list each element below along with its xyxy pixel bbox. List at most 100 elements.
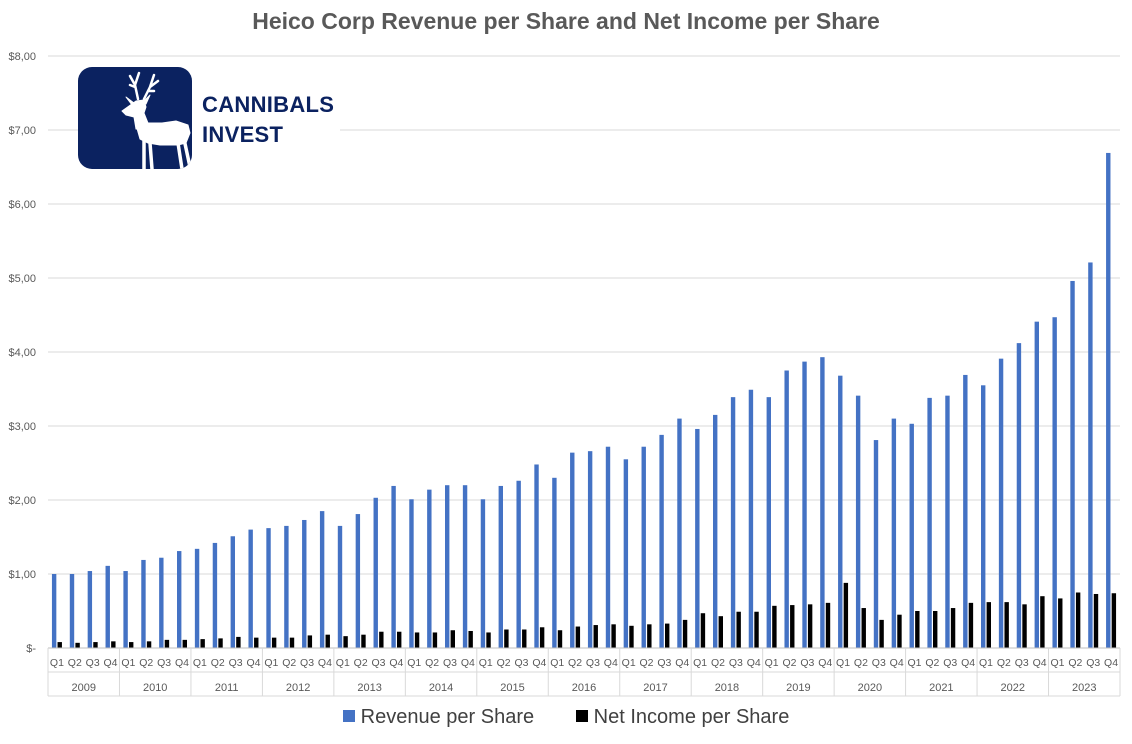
net-income-bar — [379, 631, 384, 648]
net-income-bar — [986, 602, 991, 648]
net-income-bar — [414, 632, 420, 648]
quarter-label: Q3 — [1015, 657, 1029, 669]
quarter-label: Q2 — [568, 657, 582, 669]
revenue-bar — [177, 551, 182, 648]
net-income-bar — [182, 639, 187, 648]
net-income-bar — [254, 637, 259, 648]
revenue-bar — [677, 418, 682, 648]
net-income-bar — [1058, 598, 1063, 648]
legend-swatch-net-income — [575, 710, 588, 722]
revenue-bar — [355, 514, 361, 648]
deer-logo-icon — [78, 67, 192, 169]
net-income-bar — [807, 604, 813, 648]
year-label: 2018 — [715, 682, 739, 694]
quarter-label: Q4 — [461, 657, 475, 669]
revenue-bar — [570, 452, 575, 648]
logo-wordmark: CANNIBALS INVEST — [202, 90, 334, 150]
net-income-bar — [933, 611, 938, 648]
year-label: 2022 — [1001, 682, 1025, 694]
quarter-label: Q1 — [50, 657, 64, 669]
chart-plot: $- $1,00 $2,00 $3,00 $4,00 $5,00 $6,00 $7,00 $8,… — [8, 51, 1121, 697]
net-income-bar — [700, 613, 706, 648]
quarter-label: Q1 — [550, 657, 564, 669]
revenue-bar — [284, 525, 289, 648]
revenue-bar — [105, 565, 110, 648]
quarter-label: Q2 — [211, 657, 225, 669]
quarter-label: Q4 — [675, 657, 689, 669]
net-income-bar — [1040, 596, 1045, 648]
legend-item-net-income: Net Income per Share — [575, 706, 789, 729]
year-label: 2011 — [215, 682, 239, 694]
revenue-bar — [998, 358, 1004, 648]
quarter-label: Q3 — [729, 657, 743, 669]
revenue-bar — [802, 361, 807, 648]
revenue-bar — [69, 574, 75, 648]
revenue-bar — [516, 480, 521, 648]
revenue-bar — [873, 440, 879, 648]
quarter-label: Q2 — [68, 657, 82, 669]
quarter-label: Q1 — [979, 657, 993, 669]
net-income-bar — [682, 619, 688, 648]
quarter-label: Q2 — [782, 657, 796, 669]
y-tick-label: $8,00 — [8, 51, 36, 63]
revenue-bar — [391, 485, 396, 648]
revenue-bar — [337, 525, 343, 648]
revenue-bar — [981, 385, 986, 648]
y-tick-label: $4,00 — [8, 347, 36, 359]
net-income-bar — [718, 616, 723, 648]
quarter-label: Q1 — [836, 657, 850, 669]
revenue-bar — [855, 395, 861, 648]
net-income-bar — [307, 635, 313, 648]
quarter-label: Q4 — [1104, 657, 1118, 669]
quarter-label: Q1 — [336, 657, 350, 669]
quarter-label: Q1 — [622, 657, 636, 669]
year-label: 2009 — [71, 682, 95, 694]
cannibals-invest-logo: CANNIBALS INVEST — [78, 66, 340, 170]
net-income-bar — [432, 632, 438, 648]
quarter-label: Q3 — [800, 657, 814, 669]
quarter-label: Q1 — [407, 657, 421, 669]
y-tick-label: $6,00 — [8, 199, 36, 211]
revenue-bar — [266, 528, 271, 648]
revenue-bar — [302, 519, 307, 648]
quarter-label: Q1 — [193, 657, 207, 669]
quarter-label: Q3 — [372, 657, 386, 669]
revenue-bar — [427, 489, 432, 648]
revenue-bar — [319, 511, 325, 648]
chart-title: Heico Corp Revenue per Share and Net Inc… — [252, 8, 880, 34]
revenue-bar — [909, 423, 914, 648]
year-label: 2017 — [643, 682, 667, 694]
chart-legend: Revenue per Share Net Income per Share — [0, 706, 1132, 729]
revenue-bar — [784, 370, 789, 648]
quarter-label: Q3 — [443, 657, 457, 669]
net-income-bar — [343, 636, 348, 648]
y-tick-label: $2,00 — [8, 495, 36, 507]
net-income-bar — [915, 611, 920, 648]
revenue-bar — [230, 536, 235, 648]
revenue-bar — [248, 529, 253, 648]
revenue-bar — [891, 418, 897, 648]
net-income-bar — [825, 602, 831, 648]
quarter-label: Q2 — [997, 657, 1011, 669]
quarter-label: Q3 — [514, 657, 528, 669]
net-income-bar — [93, 642, 98, 648]
quarter-label: Q1 — [121, 657, 135, 669]
revenue-bar — [480, 499, 486, 648]
bars — [51, 152, 1117, 648]
quarter-label: Q3 — [86, 657, 100, 669]
quarter-label: Q2 — [139, 657, 153, 669]
y-tick-label: $- — [26, 643, 36, 655]
y-tick-label: $1,00 — [8, 569, 36, 581]
net-income-bar — [897, 614, 902, 648]
net-income-bar — [950, 608, 956, 648]
quarter-label: Q2 — [1068, 657, 1082, 669]
net-income-bar — [557, 630, 563, 648]
net-income-bar — [146, 641, 152, 648]
net-income-bar — [968, 602, 974, 648]
revenue-bar — [838, 375, 843, 648]
y-tick-label: $5,00 — [8, 273, 36, 285]
revenue-bar — [212, 542, 218, 648]
net-income-bar — [468, 630, 473, 648]
quarter-label: Q4 — [175, 657, 189, 669]
net-income-bar — [736, 611, 741, 648]
